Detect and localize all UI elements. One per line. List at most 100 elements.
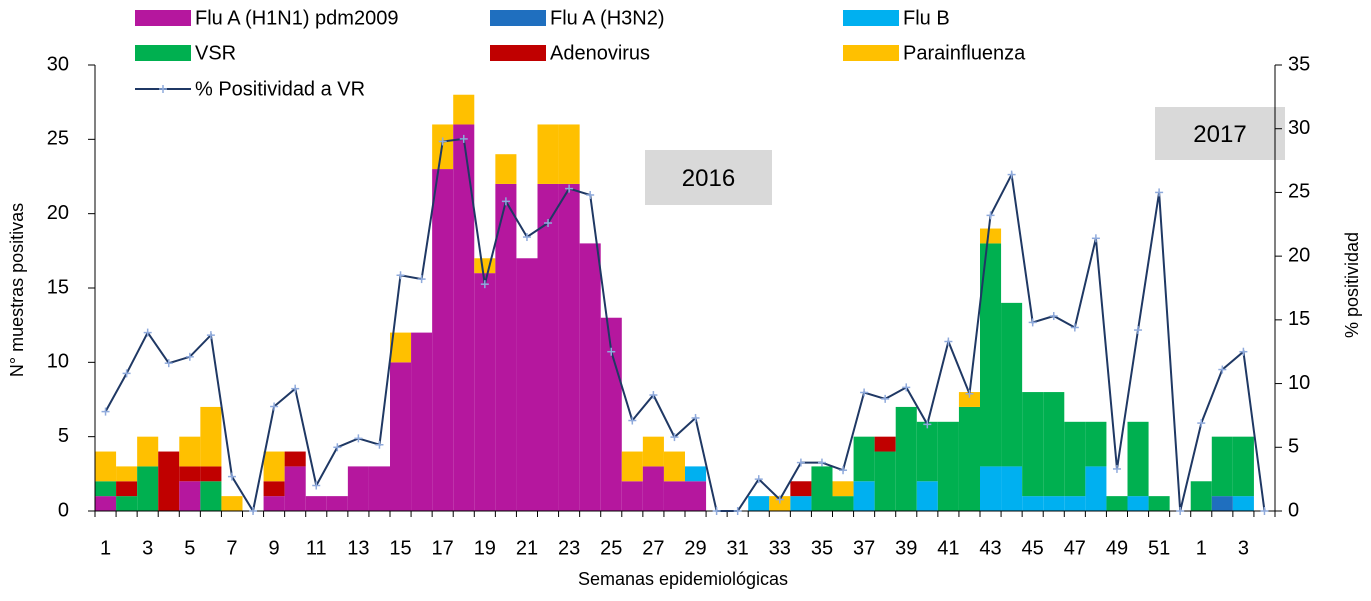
bar-segment [895,406,917,511]
line-marker [101,407,110,416]
y-tick-label: 30 [47,53,69,75]
line-marker [733,507,742,515]
line-marker [1176,507,1185,515]
bar-segment [748,496,770,511]
bar-segment [811,466,833,511]
bar-segment [179,436,201,467]
bar-segment [263,496,285,511]
bar-segment [95,481,117,497]
y2-axis-title: % positividad [1342,232,1362,338]
legend-swatch [135,45,191,61]
bar-segment [1043,496,1065,511]
bar-segment [390,362,412,511]
bar-segment [685,481,707,511]
line-marker [902,383,911,392]
line-marker [965,389,974,398]
bar-segment [474,273,496,511]
line-marker [881,394,890,403]
bar-segment [1127,496,1149,511]
bar-segment [1001,466,1023,511]
bar-segment [495,154,517,184]
bar-segment [95,496,117,511]
x-tick-label: 35 [811,537,833,559]
line-marker [227,472,236,481]
bar-segment [853,436,875,482]
bar-segment [116,496,138,511]
bar-segment [832,481,854,497]
bar-segment [95,451,117,482]
bar-segment [116,466,138,482]
line-marker [375,440,384,449]
line-marker [839,466,848,475]
bar-segment [663,481,685,511]
legend-swatch [843,45,899,61]
bar-segment [390,332,412,363]
bar-segment [1043,392,1065,497]
x-tick-label: 47 [1064,537,1086,559]
bar-segment [284,466,306,511]
x-tick-label: 13 [347,537,369,559]
x-tick-label: 49 [1106,537,1128,559]
x-tick-label: 11 [306,537,327,559]
bar-segment [790,481,812,497]
bar-segment [453,124,475,511]
line-marker [459,134,468,143]
x-tick-label: 9 [269,537,280,559]
bar-segment [769,496,791,511]
line-marker [565,184,574,193]
y-tick-label: 5 [58,425,69,447]
y2-tick-label: 25 [1288,181,1310,203]
x-tick-label: 27 [642,537,664,559]
bar-segment [1148,496,1170,511]
bar-segment [916,421,938,482]
legend-label: Adenovirus [550,42,650,64]
line-marker [1049,312,1058,321]
bar-segment [495,183,517,511]
line-marker [986,211,995,220]
line-marker [522,233,531,242]
bar-segment [558,183,580,511]
bar-segment [832,496,854,511]
y2-tick-label: 20 [1288,244,1310,266]
line-marker [159,85,167,93]
line-marker [817,458,826,467]
y-axis-title: N° muestras positivas [7,203,27,377]
line-marker [1007,170,1016,179]
bar-segment [221,496,243,511]
x-tick-label: 39 [895,537,917,559]
legend-label: % Positividad a VR [195,78,365,100]
bar-segment [1232,496,1254,511]
line-marker [1260,507,1269,515]
line-marker [796,458,805,467]
bar-segment [874,436,896,452]
y-tick-label: 0 [58,499,69,521]
bar-segment [137,466,159,511]
line-marker [1155,188,1164,197]
bar-segment [200,406,222,467]
x-tick-label: 3 [1238,537,1249,559]
bar-segment [200,466,222,482]
line-marker [1134,326,1143,335]
line-marker [396,271,405,280]
bar-segment [1106,496,1128,511]
bar-segment [1064,421,1086,497]
line-marker [649,391,658,400]
annotation-box [1155,107,1285,160]
x-tick-label: 1 [100,537,111,559]
line-marker [354,434,363,443]
bar-segment [621,481,643,511]
line-marker [1070,323,1079,332]
line-marker [438,137,447,146]
line-marker [206,331,215,340]
bar-segment [537,124,559,184]
y2-tick-label: 15 [1288,308,1310,330]
line-marker [164,359,173,368]
legend-label: Parainfluenza [903,42,1026,64]
line-marker [754,475,763,484]
bar-segment [853,481,875,511]
line-marker [1028,318,1037,327]
bar-segment [1022,496,1044,511]
line-marker [1197,419,1206,428]
bar-segment [1190,481,1212,511]
legend-swatch [135,10,191,26]
